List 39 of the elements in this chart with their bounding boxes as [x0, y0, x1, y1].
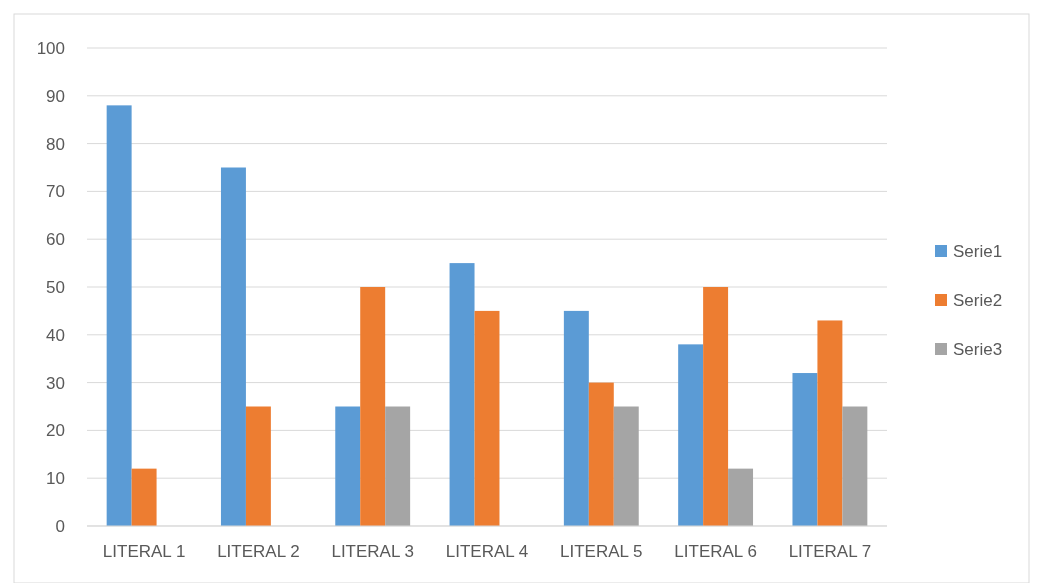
y-tick-label: 100: [36, 38, 65, 58]
y-tick-label: 90: [46, 86, 65, 106]
x-tick-label: LITERAL 4: [445, 542, 529, 561]
y-tick-label: 60: [46, 230, 65, 250]
bar: [728, 468, 754, 526]
bar: [817, 320, 843, 526]
x-tick-label: LITERAL 5: [560, 542, 643, 561]
legend-label: Serie2: [953, 290, 1003, 310]
y-tick-label: 30: [46, 373, 65, 393]
bar: [131, 468, 157, 526]
bar: [360, 287, 386, 526]
legend-label: Serie3: [953, 339, 1003, 359]
bar: [678, 344, 704, 526]
bar: [245, 406, 271, 526]
x-tick-label: LITERAL 7: [788, 542, 872, 561]
bar: [449, 263, 475, 526]
bar: [842, 406, 868, 526]
y-tick-label: 50: [46, 277, 65, 297]
y-tick-label: 70: [46, 182, 65, 202]
bar: [385, 406, 411, 526]
bar: [335, 406, 361, 526]
x-tick-label: LITERAL 2: [217, 542, 300, 561]
bar: [613, 406, 639, 526]
legend-label: Serie1: [953, 241, 1003, 261]
bar: [703, 287, 729, 526]
bar: [563, 310, 589, 526]
x-tick-label: LITERAL 6: [674, 542, 757, 561]
y-tick-label: 20: [46, 421, 65, 441]
y-tick-label: 10: [46, 469, 65, 489]
bar: [792, 373, 818, 526]
bar: [474, 310, 500, 526]
y-tick-label: 0: [55, 516, 65, 536]
bar: [106, 105, 132, 526]
x-tick-label: LITERAL 1: [102, 542, 186, 561]
bar: [220, 167, 246, 526]
x-tick-label: LITERAL 3: [331, 542, 414, 561]
y-tick-label: 40: [46, 325, 65, 345]
bar: [588, 382, 614, 526]
y-tick-label: 80: [46, 134, 65, 154]
